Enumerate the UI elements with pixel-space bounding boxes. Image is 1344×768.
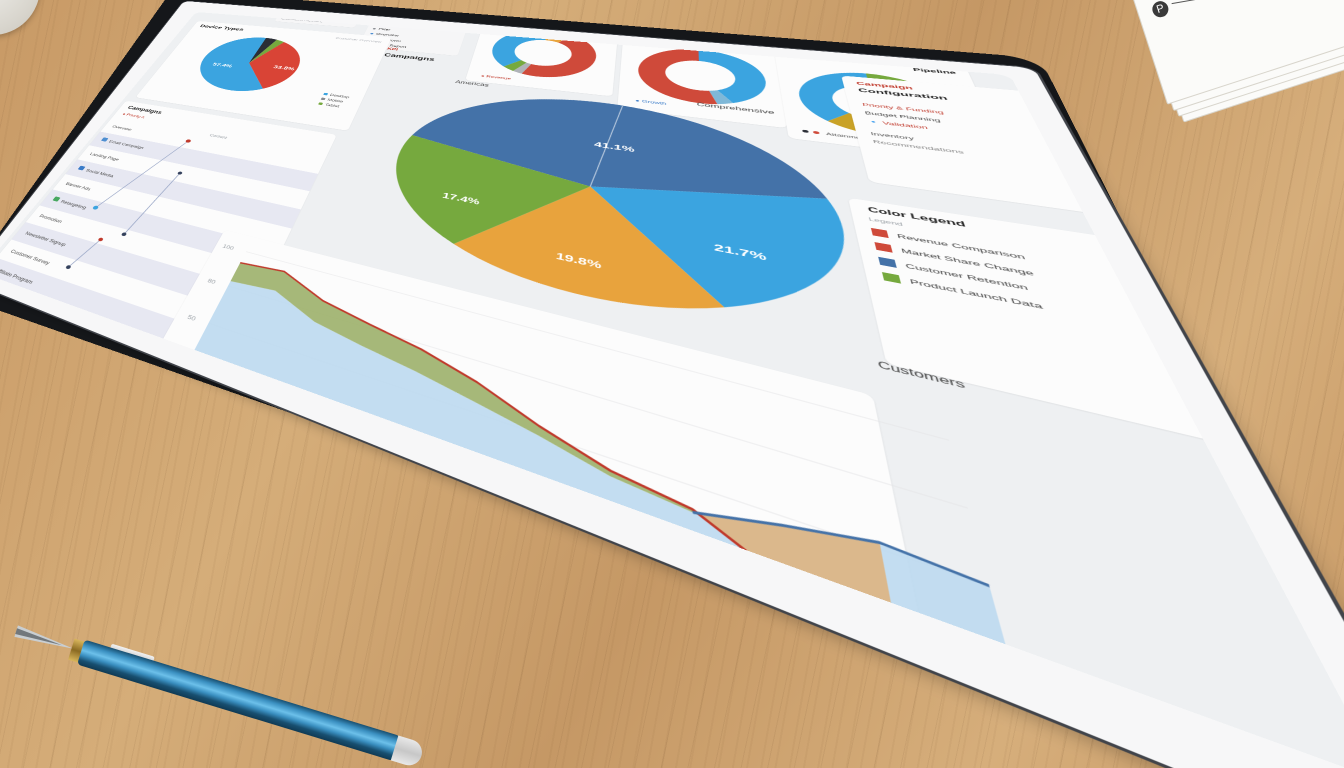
svg-text:80: 80: [206, 277, 217, 285]
svg-text:Oct: Oct: [795, 696, 829, 720]
svg-text:Customers: Customers: [876, 358, 966, 391]
svg-text:Mar: Mar: [260, 449, 275, 461]
svg-text:Sep: Sep: [691, 648, 724, 670]
svg-text:100: 100: [221, 243, 235, 252]
svg-text:May: May: [376, 502, 398, 517]
svg-text:Jan: Jan: [162, 404, 176, 414]
svg-text:Apr: Apr: [315, 474, 330, 487]
svg-text:Jul: Jul: [516, 567, 536, 584]
svg-text:Aug: Aug: [598, 605, 627, 625]
svg-text:Comprehensive: Comprehensive: [697, 101, 777, 116]
svg-text:Jun: Jun: [442, 533, 463, 549]
svg-text:Feb: Feb: [209, 426, 225, 437]
svg-text:Nov: Nov: [914, 751, 960, 768]
svg-text:50: 50: [186, 313, 197, 322]
svg-text:Americas: Americas: [455, 79, 490, 88]
